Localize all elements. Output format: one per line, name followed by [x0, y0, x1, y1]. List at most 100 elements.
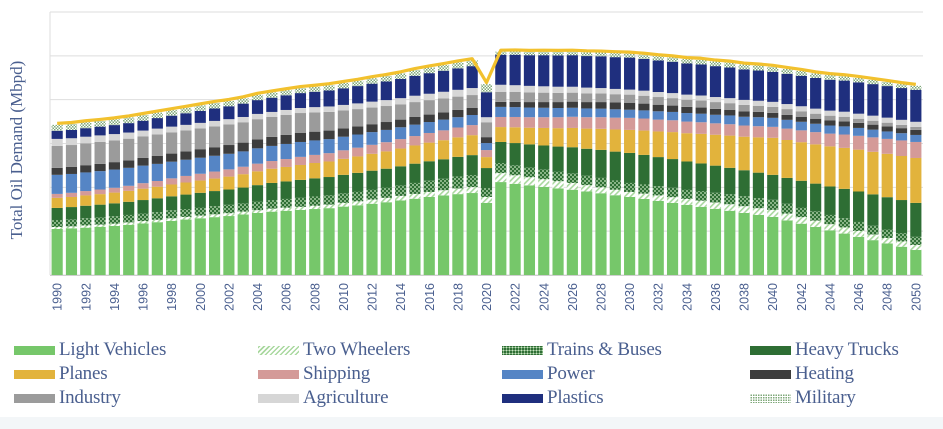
bar-segment-shipping — [552, 117, 564, 129]
legend-swatch — [258, 393, 299, 403]
bar-segment-light-vehicles — [337, 206, 349, 275]
bar-2015 — [409, 70, 421, 275]
bar-segment-agriculture — [266, 111, 278, 117]
bar-segment-planes — [366, 153, 378, 171]
bar-segment-plastics — [853, 82, 865, 114]
bar-segment-industry — [767, 106, 779, 113]
bar-segment-planes — [309, 163, 321, 179]
x-tick-label: 2014 — [394, 283, 408, 311]
bar-segment-light-vehicles — [423, 196, 435, 275]
bar-segment-agriculture — [624, 89, 636, 95]
bar-segment-plastics — [581, 56, 593, 88]
bar-segment-shipping — [452, 127, 464, 138]
bar-segment-heating — [309, 131, 321, 141]
legend-label: Military — [795, 387, 856, 408]
x-tick-label: 1992 — [79, 283, 93, 311]
bar-segment-shipping — [366, 144, 378, 154]
bar-segment-industry — [123, 138, 135, 161]
bar-segment-military — [452, 62, 464, 69]
bar-segment-planes — [209, 178, 221, 192]
bar-segment-planes — [251, 171, 264, 186]
legend-swatch — [750, 369, 791, 379]
bar-segment-plastics — [566, 55, 578, 87]
bar-segment-power — [838, 126, 850, 135]
bar-segment-heavy-trucks — [838, 188, 850, 219]
bar-2048 — [881, 81, 893, 275]
bar-segment-plastics — [738, 69, 750, 100]
bar-segment-industry — [423, 100, 435, 115]
bar-segment-heating — [509, 101, 521, 108]
bar-segment-two-wheelers — [108, 223, 120, 226]
bar-segment-agriculture — [566, 86, 578, 93]
bar-segment-power — [337, 136, 349, 151]
bar-segment-industry — [223, 124, 235, 146]
x-tick-label: 2048 — [881, 283, 895, 311]
bar-segment-plastics — [137, 120, 149, 131]
bar-segment-shipping — [867, 137, 879, 152]
bar-segment-plastics — [380, 81, 392, 101]
bar-segment-plastics — [638, 58, 650, 91]
bar-segment-planes — [151, 186, 163, 199]
bar-segment-two-wheelers — [437, 190, 450, 196]
bar-segment-military — [151, 112, 163, 119]
bar-segment-heavy-trucks — [65, 207, 78, 220]
bar-segment-planes — [80, 195, 92, 206]
bar-2033 — [666, 57, 679, 275]
bar-1994 — [108, 119, 120, 275]
bar-segment-light-vehicles — [65, 228, 78, 275]
bar-2006 — [280, 90, 292, 275]
bar-segment-military — [309, 86, 321, 92]
bar-segment-agriculture — [781, 104, 793, 110]
bar-segment-agriculture — [151, 128, 163, 135]
bar-segment-power — [366, 132, 378, 145]
bar-segment-power — [781, 119, 793, 129]
bar-2014 — [395, 73, 407, 275]
bar-2013 — [380, 76, 392, 275]
legend-item-heating: Heating — [750, 362, 854, 386]
bar-segment-heavy-trucks — [237, 187, 249, 204]
legend-swatch — [14, 345, 55, 355]
bar-2004 — [251, 94, 264, 275]
bar-segment-agriculture — [294, 108, 307, 114]
bar-segment-industry — [666, 98, 679, 106]
bar-segment-industry — [853, 118, 865, 123]
legend-item-two-wheelers: Two Wheelers — [258, 338, 410, 362]
bar-segment-industry — [108, 140, 120, 163]
bar-segment-heavy-trucks — [495, 141, 507, 164]
bar-segment-trains-and-buses — [695, 191, 707, 201]
bar-segment-trains-and-buses — [194, 207, 206, 216]
bar-segment-trains-and-buses — [595, 177, 607, 188]
bar-segment-power — [452, 117, 464, 128]
bar-segment-industry — [910, 126, 922, 130]
bar-segment-agriculture — [538, 86, 550, 93]
bar-segment-industry — [867, 120, 879, 125]
bar-segment-heating — [337, 128, 349, 137]
bar-2037 — [724, 62, 736, 275]
bar-segment-plastics — [337, 88, 349, 105]
bar-segment-light-vehicles — [724, 210, 736, 275]
bar-segment-shipping — [824, 133, 836, 147]
bar-segment-shipping — [380, 142, 392, 152]
bar-segment-plastics — [94, 126, 106, 136]
bar-segment-planes — [123, 190, 135, 202]
bar-segment-heavy-trucks — [151, 198, 163, 213]
bar-segment-military — [337, 83, 349, 89]
bar-segment-trains-and-buses — [767, 199, 779, 210]
x-tick-label: 2012 — [366, 283, 380, 311]
bar-segment-light-vehicles — [509, 183, 521, 275]
bar-segment-military — [409, 70, 421, 76]
bar-segment-plastics — [395, 78, 407, 99]
bar-segment-two-wheelers — [423, 191, 435, 197]
bar-segment-planes — [810, 144, 822, 184]
bar-segment-heating — [294, 132, 307, 142]
legend-swatch — [750, 345, 791, 355]
bar-segment-shipping — [294, 156, 307, 165]
bar-2020 — [480, 84, 493, 275]
bar-segment-two-wheelers — [867, 234, 879, 241]
bar-segment-industry — [452, 96, 464, 110]
bar-segment-two-wheelers — [552, 181, 564, 189]
bar-segment-heating — [867, 124, 879, 130]
bar-segment-military — [638, 54, 650, 59]
x-tick-label: 2028 — [594, 283, 608, 311]
bar-segment-light-vehicles — [309, 209, 321, 275]
